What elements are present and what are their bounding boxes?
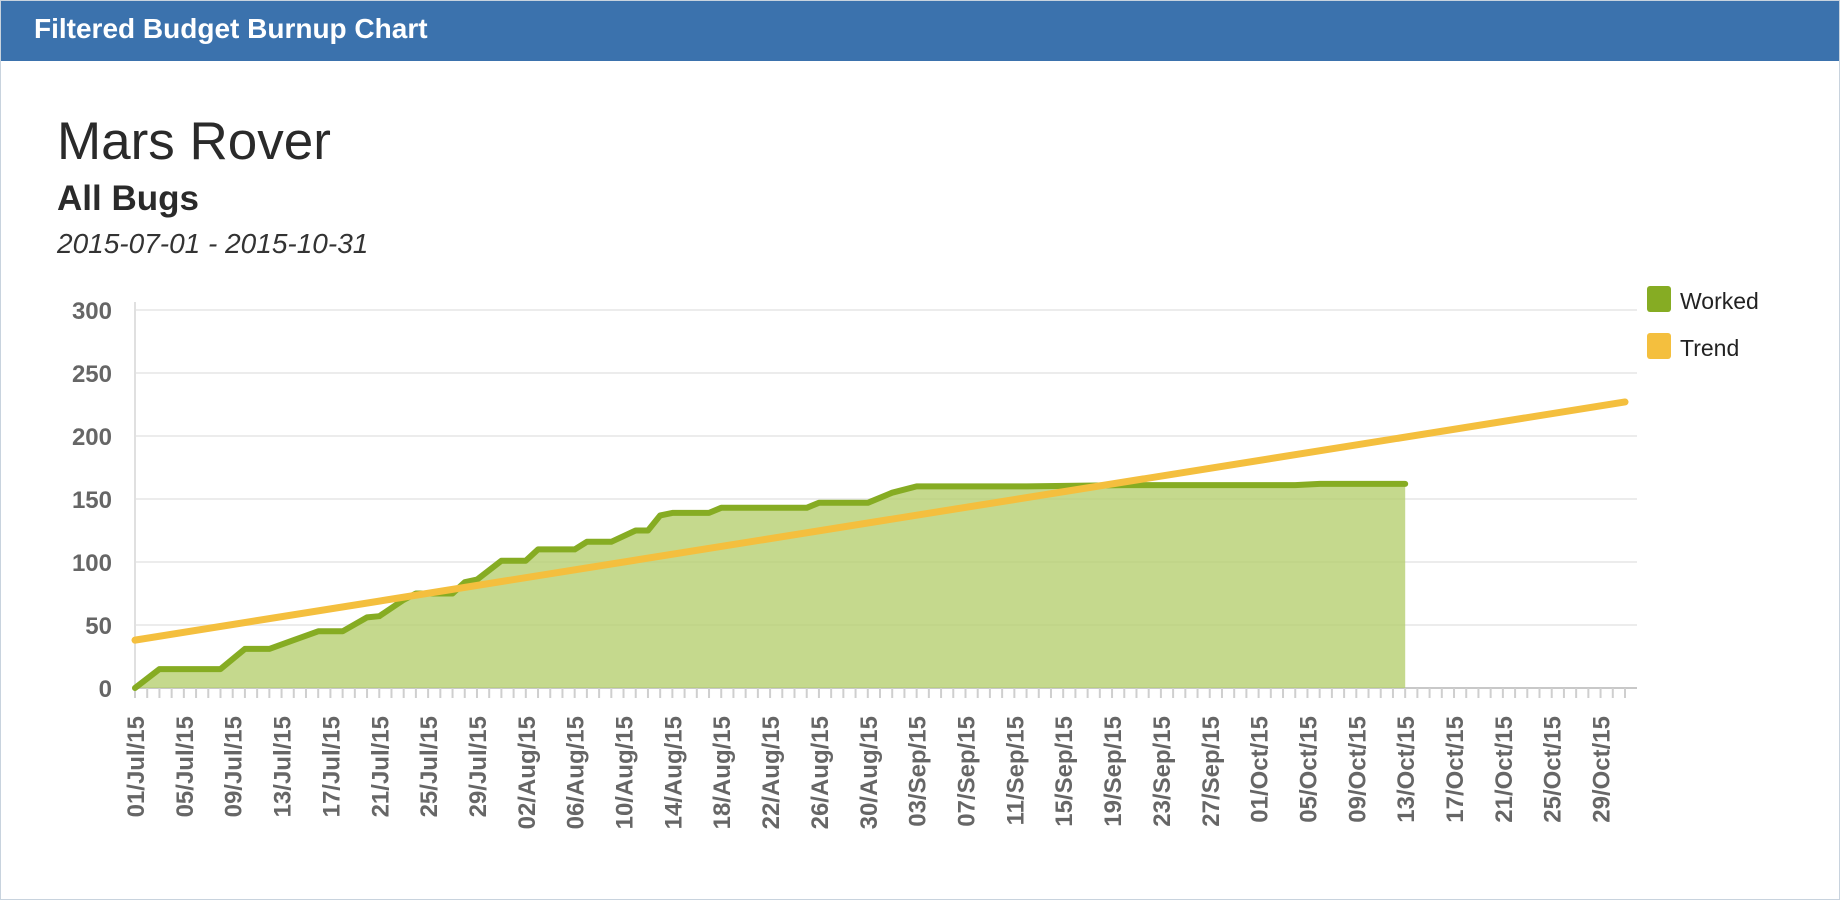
legend-swatch bbox=[1647, 333, 1671, 359]
x-tick-label: 05/Oct/15 bbox=[1295, 716, 1322, 823]
chart-subtitle: All Bugs bbox=[57, 179, 199, 218]
trend-line bbox=[131, 398, 1629, 644]
x-tick-label: 18/Aug/15 bbox=[709, 716, 736, 829]
y-tick-label: 300 bbox=[72, 298, 112, 325]
x-tick-label: 19/Sep/15 bbox=[1100, 716, 1127, 827]
x-tick-label: 13/Jul/15 bbox=[270, 716, 297, 817]
chart-titles: Mars Rover All Bugs 2015-07-01 - 2015-10… bbox=[57, 113, 368, 261]
x-tick-label: 23/Sep/15 bbox=[1149, 716, 1176, 827]
x-tick-label: 09/Oct/15 bbox=[1344, 716, 1371, 823]
x-tick-label: 14/Aug/15 bbox=[660, 716, 687, 829]
x-tick-label: 06/Aug/15 bbox=[563, 716, 590, 829]
window-header: Filtered Budget Burnup Chart bbox=[1, 1, 1839, 61]
y-tick-label: 0 bbox=[99, 676, 112, 703]
x-tick-label: 10/Aug/15 bbox=[612, 716, 639, 829]
worked-line bbox=[132, 480, 1409, 691]
x-tick-label: 29/Jul/15 bbox=[465, 716, 492, 817]
x-tick-label: 27/Sep/15 bbox=[1198, 716, 1225, 827]
date-range: 2015-07-01 - 2015-10-31 bbox=[57, 228, 369, 259]
x-tick-label: 25/Jul/15 bbox=[416, 716, 443, 817]
legend-label: Worked bbox=[1680, 288, 1759, 314]
legend-label: Trend bbox=[1680, 335, 1739, 361]
x-tick-label: 01/Oct/15 bbox=[1247, 716, 1274, 823]
x-tick-label: 15/Sep/15 bbox=[1051, 716, 1078, 827]
y-tick-label: 200 bbox=[72, 424, 112, 451]
x-tick-label: 05/Jul/15 bbox=[172, 716, 199, 817]
x-tick-label: 26/Aug/15 bbox=[807, 716, 834, 829]
x-tick-label: 11/Sep/15 bbox=[1002, 716, 1029, 825]
x-tick-label: 30/Aug/15 bbox=[856, 716, 883, 829]
header-title: Filtered Budget Burnup Chart bbox=[34, 13, 428, 44]
worked-area bbox=[135, 483, 1406, 688]
legend-swatch bbox=[1647, 286, 1671, 312]
y-tick-label: 250 bbox=[72, 361, 112, 388]
x-tick-label: 01/Jul/15 bbox=[123, 716, 150, 817]
x-tick-label: 29/Oct/15 bbox=[1589, 716, 1616, 823]
x-tick-label: 22/Aug/15 bbox=[758, 716, 785, 829]
y-tick-label: 150 bbox=[72, 487, 112, 514]
chart-title: Mars Rover bbox=[57, 112, 331, 171]
x-tick-label: 07/Sep/15 bbox=[953, 716, 980, 827]
x-tick-label: 03/Sep/15 bbox=[905, 716, 932, 827]
x-tick-label: 21/Oct/15 bbox=[1491, 716, 1518, 823]
x-tick-label: 09/Jul/15 bbox=[221, 716, 248, 817]
x-tick-label: 21/Jul/15 bbox=[367, 716, 394, 817]
x-tick-label: 25/Oct/15 bbox=[1540, 716, 1567, 823]
x-tick-label: 13/Oct/15 bbox=[1393, 716, 1420, 823]
x-tick-label: 17/Oct/15 bbox=[1442, 716, 1469, 823]
y-tick-label: 100 bbox=[72, 550, 112, 577]
y-tick-label: 50 bbox=[85, 613, 112, 640]
x-tick-label: 17/Jul/15 bbox=[318, 716, 345, 817]
x-tick-label: 02/Aug/15 bbox=[514, 716, 541, 829]
